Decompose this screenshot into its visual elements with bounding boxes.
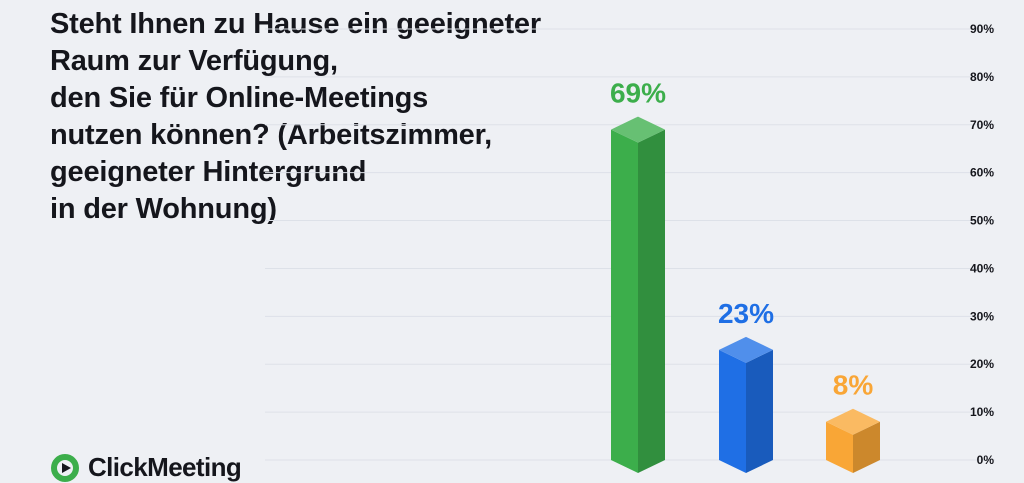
y-tick-label: 20% [970, 357, 994, 371]
clickmeeting-logo: ClickMeeting [50, 452, 242, 483]
y-tick-label: 80% [970, 70, 994, 84]
bar-left-face [611, 129, 638, 474]
chart-title: Steht Ihnen zu Hause ein geeigneter Raum… [50, 8, 541, 225]
y-tick-label: 70% [970, 118, 994, 132]
bar-right-face [746, 349, 773, 473]
y-tick-label: 10% [970, 405, 994, 419]
y-tick-label: 0% [977, 453, 995, 467]
bar-right-face [638, 129, 665, 474]
bar [719, 336, 773, 473]
bar-right-face [853, 421, 880, 473]
bar-top-face [719, 336, 773, 363]
bar [611, 116, 665, 474]
bar-value-label: 8% [833, 370, 874, 401]
bar-left-face [719, 349, 746, 473]
y-tick-label: 90% [970, 22, 994, 36]
bar [826, 408, 880, 473]
y-tick-label: 50% [970, 214, 994, 228]
y-axis-tick-labels: 0% 10% 20% 30% 40% 50% 60% 70% 80% 90% [970, 22, 994, 467]
bar-top-face [826, 408, 880, 435]
bar-top-face [611, 116, 665, 143]
y-tick-label: 60% [970, 166, 994, 180]
clickmeeting-logo-icon [51, 453, 79, 482]
bars: 69% 23% 8% [610, 78, 880, 474]
bar-left-face [826, 421, 853, 473]
brand-name: ClickMeeting [88, 452, 242, 482]
bar-value-label: 23% [718, 298, 774, 329]
y-tick-label: 40% [970, 261, 994, 275]
y-tick-label: 30% [970, 309, 994, 323]
bar-value-label: 69% [610, 78, 666, 109]
